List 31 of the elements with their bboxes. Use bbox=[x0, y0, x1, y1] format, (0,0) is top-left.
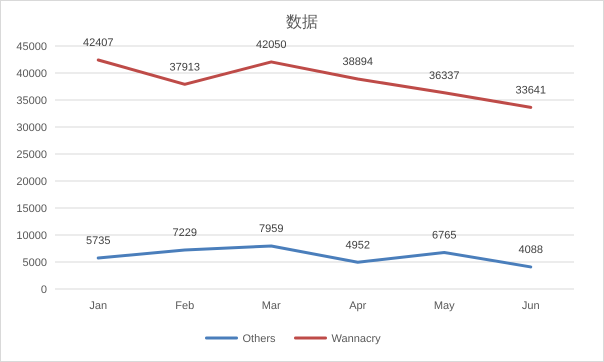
y-tick-label: 40000 bbox=[16, 68, 47, 80]
data-label: 42050 bbox=[256, 38, 287, 51]
y-tick-label: 25000 bbox=[16, 149, 47, 161]
x-tick-label: Jan bbox=[89, 300, 108, 312]
x-tick-label: May bbox=[434, 300, 456, 312]
y-tick-label: 20000 bbox=[16, 176, 47, 188]
data-label: 42407 bbox=[82, 37, 114, 49]
x-tick-label: Apr bbox=[349, 300, 367, 312]
data-label: 7229 bbox=[172, 226, 197, 239]
data-label: 36337 bbox=[428, 70, 460, 82]
data-label: 37913 bbox=[169, 61, 200, 74]
data-label: 4952 bbox=[346, 239, 370, 252]
x-tick-label: Jun bbox=[522, 300, 540, 312]
x-tick-label: Feb bbox=[175, 300, 194, 312]
data-label: 38894 bbox=[342, 56, 374, 68]
data-label: 6765 bbox=[432, 229, 456, 242]
y-tick-label: 45000 bbox=[16, 41, 47, 53]
data-label: 33641 bbox=[515, 84, 546, 96]
legend-label: Wannacry bbox=[332, 333, 382, 345]
y-tick-label: 30000 bbox=[16, 122, 47, 134]
y-tick-label: 10000 bbox=[16, 230, 47, 242]
y-tick-label: 0 bbox=[40, 284, 47, 296]
data-label: 5735 bbox=[86, 235, 110, 248]
y-tick-label: 35000 bbox=[16, 95, 47, 107]
x-tick-label: Mar bbox=[262, 300, 282, 312]
y-tick-label: 5000 bbox=[22, 257, 47, 269]
chart-title: 数据 bbox=[286, 14, 318, 31]
legend-label: Others bbox=[242, 333, 276, 345]
data-label: 4088 bbox=[518, 244, 543, 256]
y-tick-label: 15000 bbox=[16, 203, 47, 215]
data-label: 7959 bbox=[259, 223, 284, 236]
